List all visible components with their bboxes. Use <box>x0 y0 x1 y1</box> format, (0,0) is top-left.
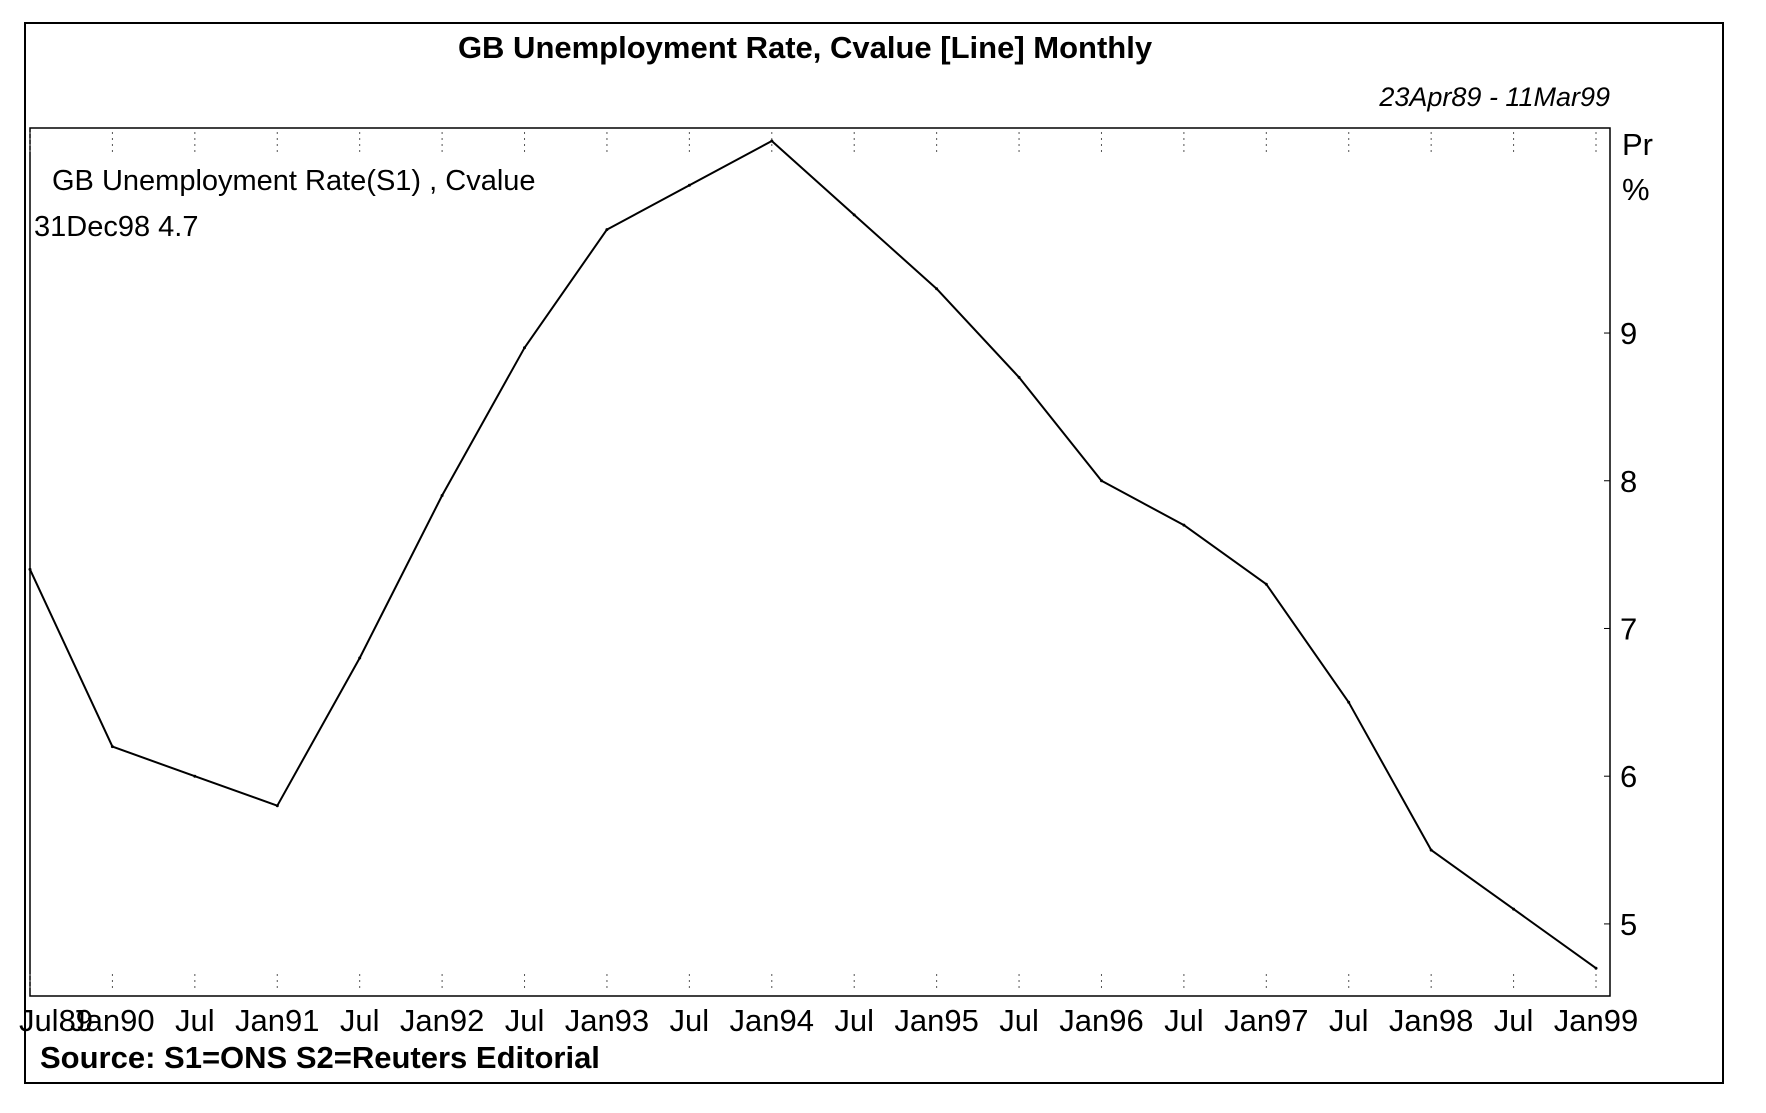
x-tick-label: Jan90 <box>70 1003 154 1038</box>
y-unit-line2: % <box>1622 172 1650 207</box>
x-tick-label: Jul <box>505 1003 545 1038</box>
data-point <box>1017 375 1021 379</box>
x-tick-label: Jul <box>1329 1003 1369 1038</box>
plot-area <box>29 127 1611 997</box>
data-point <box>523 346 526 350</box>
y-axis: 5 6 7 8 9 <box>1604 316 1637 942</box>
x-tick-label: Jul <box>340 1003 380 1038</box>
series-line-group <box>28 139 1598 970</box>
data-point <box>110 745 114 749</box>
x-tick-label: Jan94 <box>730 1003 814 1038</box>
x-tick-label: Jan95 <box>894 1003 978 1038</box>
data-point <box>770 139 774 143</box>
y-unit-line1: Pr <box>1622 127 1653 162</box>
x-tick-label: Jul <box>1494 1003 1534 1038</box>
data-point <box>1182 523 1186 527</box>
data-point <box>605 228 609 232</box>
x-tick-label: Jan93 <box>565 1003 649 1038</box>
chart-title: GB Unemployment Rate, Cvalue [Line] Mont… <box>458 30 1153 65</box>
x-tick-label: Jul <box>999 1003 1039 1038</box>
chart-frame <box>24 22 1724 1084</box>
x-tick-label: Jan98 <box>1389 1003 1473 1038</box>
data-point <box>1429 848 1433 852</box>
data-point <box>358 656 362 660</box>
x-tick-label: Jul <box>175 1003 215 1038</box>
date-range: 23Apr89 - 11Mar99 <box>1378 82 1610 112</box>
data-point <box>1594 966 1598 970</box>
source-note: Source: S1=ONS S2=Reuters Editorial <box>40 1040 600 1075</box>
data-point <box>1264 582 1268 586</box>
data-point <box>28 567 32 571</box>
data-point <box>852 213 856 217</box>
y-tick-label: 5 <box>1620 907 1637 942</box>
x-tick-label: Jan97 <box>1224 1003 1308 1038</box>
data-point <box>687 183 691 187</box>
y-tick-label: 8 <box>1620 464 1637 499</box>
x-tick-label: Jan91 <box>235 1003 319 1038</box>
x-tick-label: Jul89 <box>19 1003 93 1038</box>
x-tick-label: Jan92 <box>400 1003 484 1038</box>
x-tick-label: Jul <box>1164 1003 1204 1038</box>
y-tick-label: 7 <box>1620 611 1637 646</box>
series-line <box>29 140 1597 970</box>
x-tick-label: Jul <box>670 1003 710 1038</box>
legend-series-label: GB Unemployment Rate(S1) , Cvalue <box>52 165 536 197</box>
data-point <box>935 287 939 291</box>
y-tick-label: 6 <box>1620 759 1637 794</box>
legend-last-value: 31Dec98 4.7 <box>34 211 198 243</box>
data-point <box>193 774 197 778</box>
data-point <box>440 494 444 497</box>
x-tick-label: Jan96 <box>1059 1003 1143 1038</box>
data-point <box>1100 479 1103 483</box>
x-tick-label: Jan99 <box>1554 1003 1638 1038</box>
data-point <box>1347 700 1351 704</box>
y-tick-label: 9 <box>1620 316 1637 351</box>
x-tick-label: Jul <box>834 1003 874 1038</box>
data-point <box>275 804 279 808</box>
data-point <box>1512 907 1516 911</box>
